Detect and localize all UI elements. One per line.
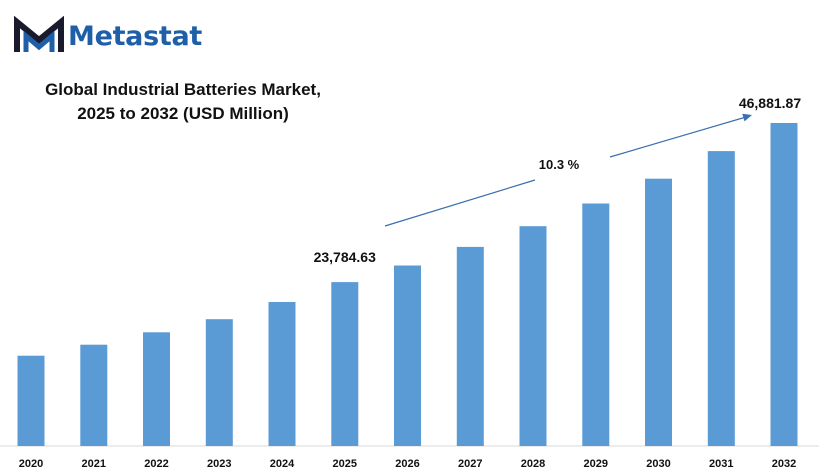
x-tick-label-2024: 2024 [270, 458, 295, 470]
chart-title: Global Industrial Batteries Market, 2025… [18, 78, 348, 126]
x-tick-label-2021: 2021 [82, 458, 106, 470]
bar-2021 [80, 344, 108, 446]
brand-logo: Metastat [14, 16, 202, 56]
end-value-label: 46,881.87 [739, 95, 801, 111]
x-tick-label-2027: 2027 [458, 458, 482, 470]
bar-2023 [205, 319, 233, 446]
chart-title-line-1: Global Industrial Batteries Market, [45, 80, 321, 99]
x-tick-label-2032: 2032 [772, 458, 796, 470]
bar-2029 [582, 203, 610, 446]
x-tick-label-2026: 2026 [395, 458, 419, 470]
bar-2027 [456, 246, 484, 446]
x-tick-label-2030: 2030 [646, 458, 670, 470]
cagr-label: 10.3 % [539, 157, 580, 172]
chart-title-line-2: 2025 to 2032 (USD Million) [77, 104, 289, 123]
brand-name: Metastat [68, 20, 203, 52]
bar-2030 [645, 178, 672, 446]
x-tick-label-2028: 2028 [521, 458, 545, 470]
x-tick-label-2020: 2020 [19, 458, 43, 470]
bar-2026 [394, 265, 421, 446]
x-tick-label-2029: 2029 [584, 458, 608, 470]
x-tick-label-2025: 2025 [333, 458, 357, 470]
growth-arrow-lower [384, 179, 536, 227]
bar-2032 [770, 123, 798, 446]
bar-2028 [519, 226, 547, 446]
bar-2022 [143, 332, 170, 446]
x-tick-label-2022: 2022 [144, 458, 168, 470]
bar-2020 [17, 355, 45, 446]
x-tick-label-2031: 2031 [709, 458, 733, 470]
metastat-m-logo-icon [14, 16, 64, 52]
growth-arrow-upper [609, 116, 747, 158]
bar-2031 [707, 151, 735, 446]
x-tick-label-2023: 2023 [207, 458, 231, 470]
growth-arrowhead [742, 113, 752, 122]
bar-2024 [268, 302, 296, 446]
bar-2025 [331, 282, 359, 446]
start-value-label: 23,784.63 [314, 249, 376, 265]
